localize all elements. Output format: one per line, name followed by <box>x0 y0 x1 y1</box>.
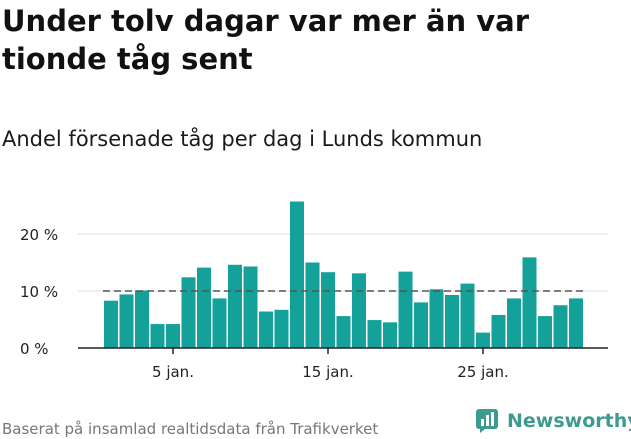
bar[interactable] <box>553 305 568 348</box>
x-tick-label: 5 jan. <box>152 363 194 381</box>
chart-subtitle: Andel försenade tåg per dag i Lunds komm… <box>2 127 483 151</box>
bar[interactable] <box>104 300 118 348</box>
newsworthy-chart-icon <box>476 409 498 433</box>
grid-lines <box>78 233 608 292</box>
source-note: Baserat på insamlad realtidsdata från Tr… <box>2 420 379 438</box>
bar[interactable] <box>274 309 289 348</box>
y-tick-label: 10 % <box>20 283 58 301</box>
bar[interactable] <box>321 272 335 348</box>
bar[interactable] <box>398 271 413 348</box>
bar[interactable] <box>491 314 506 348</box>
bar[interactable] <box>367 320 382 348</box>
bar[interactable] <box>135 290 149 348</box>
y-tick-label: 20 % <box>20 226 58 244</box>
bar[interactable] <box>150 324 165 348</box>
bar[interactable] <box>383 322 397 348</box>
axes: 0 % 10 % 20 % 5 jan. 15 jan. 25 jan. <box>20 226 608 381</box>
y-tick-label: 0 % <box>20 340 49 358</box>
bar[interactable] <box>259 311 273 348</box>
bar[interactable] <box>305 262 320 349</box>
brand-logo[interactable]: Newsworthy <box>476 409 631 433</box>
bar[interactable] <box>243 266 258 348</box>
bar[interactable] <box>569 298 583 348</box>
bar[interactable] <box>429 289 444 348</box>
bar[interactable] <box>507 298 521 348</box>
bar[interactable] <box>212 298 227 348</box>
bar[interactable] <box>414 302 428 348</box>
bar[interactable] <box>336 316 351 348</box>
bars <box>104 201 583 349</box>
bar[interactable] <box>476 332 490 348</box>
x-tick-label: 15 jan. <box>302 363 354 381</box>
bar[interactable] <box>538 316 552 348</box>
bar[interactable] <box>228 264 242 348</box>
brand-name: Newsworthy <box>507 410 631 432</box>
bar[interactable] <box>352 273 366 348</box>
bar[interactable] <box>197 267 211 348</box>
bar[interactable] <box>290 201 304 348</box>
bar[interactable] <box>522 257 537 348</box>
bar[interactable] <box>445 294 459 348</box>
bar[interactable] <box>460 283 475 348</box>
bar[interactable] <box>166 324 180 348</box>
bar[interactable] <box>181 277 196 348</box>
chart-title: Under tolv dagar var mer än var tionde t… <box>2 4 530 76</box>
bar[interactable] <box>119 294 134 348</box>
bar-chart: 0 % 10 % 20 % 5 jan. 15 jan. 25 jan. <box>20 201 608 381</box>
x-tick-label: 25 jan. <box>457 363 509 381</box>
